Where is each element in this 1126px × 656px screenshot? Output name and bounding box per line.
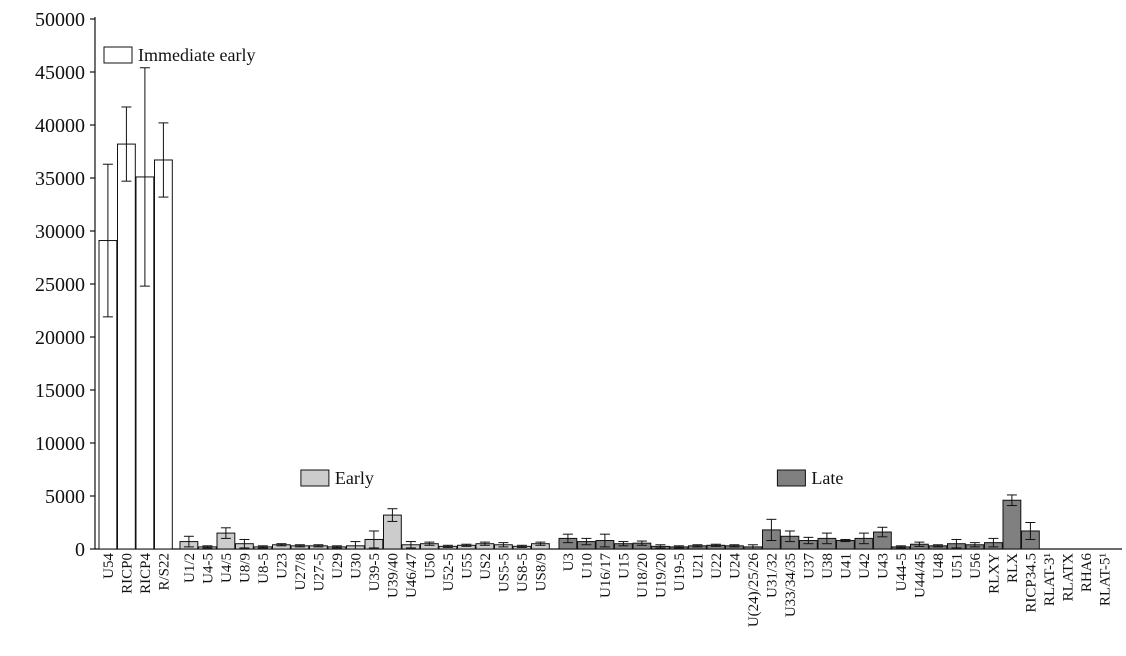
category-label: RLAT-3¹ <box>1042 553 1058 606</box>
category-label: RLX <box>1005 553 1021 583</box>
category-label: U46/47 <box>404 553 420 599</box>
category-label: U51 <box>949 553 965 579</box>
category-label: U8/9 <box>237 553 253 583</box>
category-label: US5-5 <box>496 553 512 592</box>
category-label: US2 <box>478 553 494 580</box>
category-label: U31/32 <box>764 553 780 598</box>
axes: 0 5000 10000 15000 20000 25000 30000 35000 40000… <box>35 9 1122 561</box>
y-tick-label: 40000 <box>35 115 85 137</box>
category-label: RLXY <box>986 553 1002 594</box>
category-label: U18/20 <box>635 553 651 598</box>
category-label: U29 <box>330 553 346 579</box>
category-label: U(24)/25/26 <box>746 553 762 628</box>
bar <box>117 143 136 550</box>
category-label: U30 <box>348 553 364 579</box>
bars <box>98 143 1040 550</box>
category-label: US8/9 <box>533 553 549 591</box>
category-label: U37 <box>801 553 817 579</box>
y-tick-label: 45000 <box>35 62 85 84</box>
category-label: R/S22 <box>156 553 172 591</box>
category-label: U4-5 <box>200 553 216 584</box>
category-label: U1/2 <box>182 553 198 583</box>
category-label: U27-5 <box>311 553 327 591</box>
y-tick-label: 25000 <box>35 274 85 296</box>
y-tick-label: 0 <box>75 539 85 561</box>
y-tick-label: 15000 <box>35 380 85 402</box>
category-label: U16/17 <box>598 553 614 599</box>
category-label: U21 <box>690 553 706 579</box>
y-tick-label: 5000 <box>45 486 85 508</box>
category-label: U52-5 <box>441 553 457 591</box>
category-label: U39/40 <box>385 553 401 598</box>
category-label: RICP34.5 <box>1023 553 1039 613</box>
category-label: U4/5 <box>219 553 235 583</box>
category-label: U10 <box>579 553 595 579</box>
bar <box>1002 499 1022 550</box>
category-label: U8-5 <box>256 553 272 584</box>
category-label: U27/8 <box>293 553 309 591</box>
category-labels: U54 RICP0 RICP4 R/S22 U1/2 U4-5 U4/5 U8/9 U8-5 U2… <box>101 553 1114 628</box>
category-label: U39-5 <box>367 553 383 591</box>
y-tick-label: 50000 <box>35 9 85 31</box>
y-tick-label: 35000 <box>35 168 85 190</box>
legend-swatch <box>103 46 133 64</box>
category-label: U24 <box>727 553 743 579</box>
bar <box>154 159 173 550</box>
category-label: U38 <box>820 553 836 579</box>
category-label: U41 <box>838 553 854 579</box>
category-label: RLAT-5¹ <box>1097 553 1113 606</box>
legends: Immediate early Early Late <box>103 45 843 488</box>
category-label: U19/20 <box>653 553 669 598</box>
legend-label: Immediate early <box>138 45 255 65</box>
category-label: U3 <box>561 553 577 571</box>
error-bars <box>102 67 1036 550</box>
category-label: U19-5 <box>672 553 688 591</box>
legend-label: Late <box>811 468 843 488</box>
category-label: U15 <box>616 553 632 579</box>
category-label: U42 <box>857 553 873 579</box>
legend-label: Early <box>335 468 374 488</box>
category-label: U44-5 <box>894 553 910 591</box>
category-label: U54 <box>101 553 117 579</box>
legend-swatch <box>300 469 330 487</box>
category-label: U43 <box>875 553 891 579</box>
legend-swatch <box>776 469 806 487</box>
y-tick-label: 30000 <box>35 221 85 243</box>
category-label: U48 <box>931 553 947 579</box>
category-label: U33/34/35 <box>783 553 799 617</box>
category-label: U44/45 <box>912 553 928 598</box>
category-label: RICP4 <box>138 553 154 594</box>
category-label: RHA6 <box>1079 553 1095 593</box>
category-label: US8-5 <box>515 553 531 592</box>
category-label: U56 <box>968 553 984 579</box>
category-label: U22 <box>709 553 725 579</box>
y-tick-label: 20000 <box>35 327 85 349</box>
y-tick-label: 10000 <box>35 433 85 455</box>
category-label: RLATX <box>1060 553 1076 602</box>
category-label: U23 <box>274 553 290 579</box>
category-label: RICP0 <box>119 553 135 594</box>
category-label: U50 <box>422 553 438 579</box>
category-label: U55 <box>459 553 475 579</box>
